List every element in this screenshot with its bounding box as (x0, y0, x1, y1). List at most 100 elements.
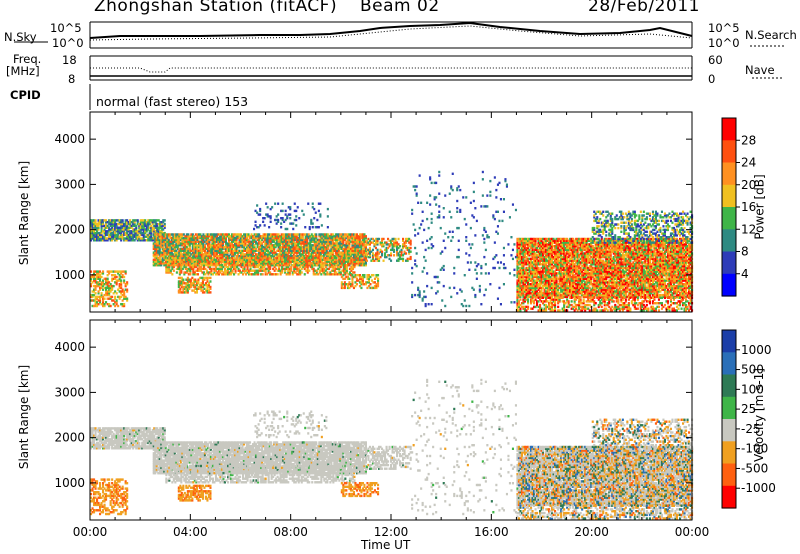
data-cell (218, 245, 221, 249)
data-cell (228, 247, 231, 251)
data-cell (267, 253, 270, 256)
data-cell (244, 235, 247, 238)
data-cell (298, 240, 301, 243)
data-cell (172, 242, 175, 245)
data-cell (141, 237, 144, 240)
data-cell (96, 235, 99, 238)
data-cell (259, 249, 262, 252)
data-cell (424, 248, 427, 252)
xlabel: Time UT (361, 538, 411, 552)
data-cell (243, 255, 246, 258)
data-cell (301, 251, 304, 254)
data-cell (435, 196, 438, 199)
data-cell (209, 235, 212, 238)
data-cell (238, 233, 241, 236)
data-cell (218, 235, 221, 238)
data-cell (121, 233, 124, 237)
data-cell (265, 238, 268, 242)
data-cell (90, 222, 93, 226)
data-cell (167, 235, 170, 238)
data-cell (273, 233, 276, 236)
data-cell (246, 240, 249, 243)
data-cell (315, 236, 318, 240)
data-cell (185, 233, 188, 236)
data-cell (483, 255, 486, 259)
data-cell (289, 233, 292, 236)
data-cell (166, 236, 169, 240)
data-cell (127, 226, 130, 229)
data-cell (141, 224, 144, 228)
data-cell (197, 258, 200, 261)
data-cell (191, 235, 194, 238)
data-cell (142, 235, 145, 238)
data-cell (121, 230, 124, 233)
data-cell (411, 281, 414, 284)
data-cell (229, 251, 232, 254)
data-cell (313, 217, 316, 220)
data-cell (247, 255, 250, 258)
data-cell (316, 255, 319, 258)
data-cell (436, 290, 439, 293)
data-cell (212, 245, 215, 249)
data-cell (129, 239, 132, 242)
data-cell (319, 233, 322, 236)
data-cell (139, 228, 142, 231)
data-cell (253, 247, 256, 251)
data-cell (295, 255, 298, 258)
data-cell (269, 220, 272, 223)
data-cell (291, 235, 294, 238)
data-cell (271, 238, 274, 242)
data-cell (106, 231, 109, 235)
data-cell (157, 242, 160, 245)
data-cell (271, 258, 274, 261)
data-cell (270, 244, 273, 247)
data-cell (312, 249, 315, 252)
data-cell (141, 228, 144, 231)
data-cell (205, 236, 208, 240)
data-cell (421, 270, 424, 273)
data-cell (136, 222, 139, 226)
data-cell (291, 251, 294, 254)
data-cell (90, 233, 93, 237)
data-cell (175, 271, 178, 274)
data-cell (138, 239, 141, 242)
data-cell (191, 244, 194, 247)
data-cell (211, 247, 214, 251)
data-cell (252, 251, 255, 254)
data-cell (298, 217, 301, 220)
data-cell (294, 251, 297, 254)
data-cell (99, 235, 102, 238)
data-cell (513, 268, 516, 271)
data-cell (90, 237, 93, 240)
data-cell (117, 233, 120, 237)
data-cell (182, 236, 185, 240)
data-cell (238, 235, 241, 238)
data-cell (304, 251, 307, 254)
data-cell (288, 247, 291, 251)
data-cell (229, 253, 232, 256)
data-cell (501, 219, 504, 223)
data-cell (133, 221, 136, 224)
data-cell (235, 242, 238, 245)
data-cell (161, 236, 164, 240)
data-cell (300, 238, 303, 242)
data-cell (224, 238, 227, 242)
data-cell (178, 242, 181, 245)
data-cell (474, 293, 477, 297)
data-cell (108, 221, 111, 224)
data-cell (289, 253, 292, 256)
data-cell (292, 255, 295, 258)
data-cell (187, 247, 190, 251)
data-cell (426, 239, 429, 242)
data-cell (463, 299, 466, 302)
data-cell (118, 230, 121, 233)
data-cell (179, 235, 182, 238)
data-cell (262, 251, 265, 254)
data-cell (161, 251, 164, 254)
data-cell (126, 288, 129, 291)
data-cell (166, 238, 169, 242)
data-cell (126, 239, 129, 242)
data-cell (145, 221, 148, 224)
data-cell (376, 248, 379, 252)
data-cell (141, 221, 144, 224)
